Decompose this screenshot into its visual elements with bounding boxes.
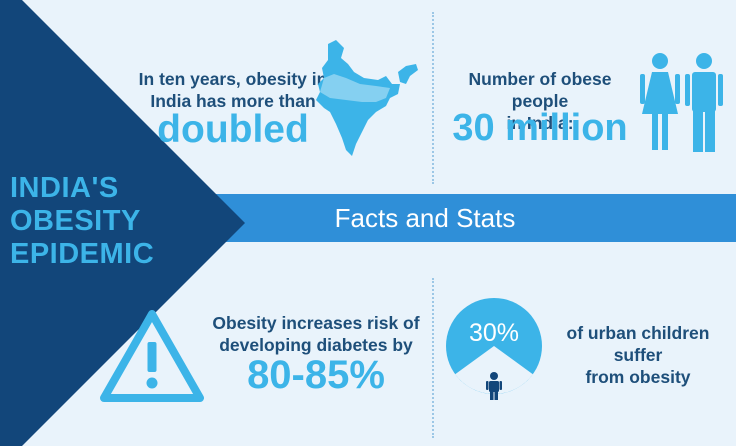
stat-obese-people-line-1: Number of obese people <box>468 69 612 111</box>
stat-children-text: of urban children suffer from obesity <box>540 322 736 388</box>
title-line-2: OBESITY <box>10 205 141 237</box>
banner-label: Facts and Stats <box>334 203 516 233</box>
stat-children-line-2: from obesity <box>585 367 691 387</box>
stat-children-percent: 30% <box>468 319 520 347</box>
people-icon <box>640 53 723 152</box>
child-icon <box>486 372 502 400</box>
title-line-1: INDIA'S <box>10 172 119 204</box>
child-pie-icon <box>446 298 542 400</box>
stat-obese-people-text: Number of obese people in India: <box>440 68 640 134</box>
warning-icon <box>100 310 204 402</box>
title-chevron <box>0 0 245 446</box>
stat-doubled-line-1: In ten years, obesity in <box>138 69 328 89</box>
divider-top <box>432 12 434 184</box>
india-map-icon <box>316 40 418 156</box>
stat-obese-people-value: 30 million <box>452 107 628 149</box>
stat-diabetes-value: 80-85% <box>247 353 385 397</box>
stat-diabetes-line-1: Obesity increases risk of <box>212 313 420 333</box>
title-line-3: EPIDEMIC <box>10 238 155 270</box>
stat-doubled-value: doubled <box>157 108 309 151</box>
stat-obese-people-line-2: in India: <box>506 113 574 133</box>
stat-doubled-text: In ten years, obesity in India has more … <box>118 68 348 112</box>
stat-children-line-1: of urban children suffer <box>566 323 710 365</box>
divider-bottom <box>432 278 434 438</box>
stat-doubled-line-2: India has more than <box>150 91 316 111</box>
stat-diabetes-text: Obesity increases risk of developing dia… <box>208 312 424 356</box>
stat-diabetes-line-2: developing diabetes by <box>219 335 413 355</box>
main-title: INDIA'S OBESITY EPIDEMIC <box>10 172 180 271</box>
